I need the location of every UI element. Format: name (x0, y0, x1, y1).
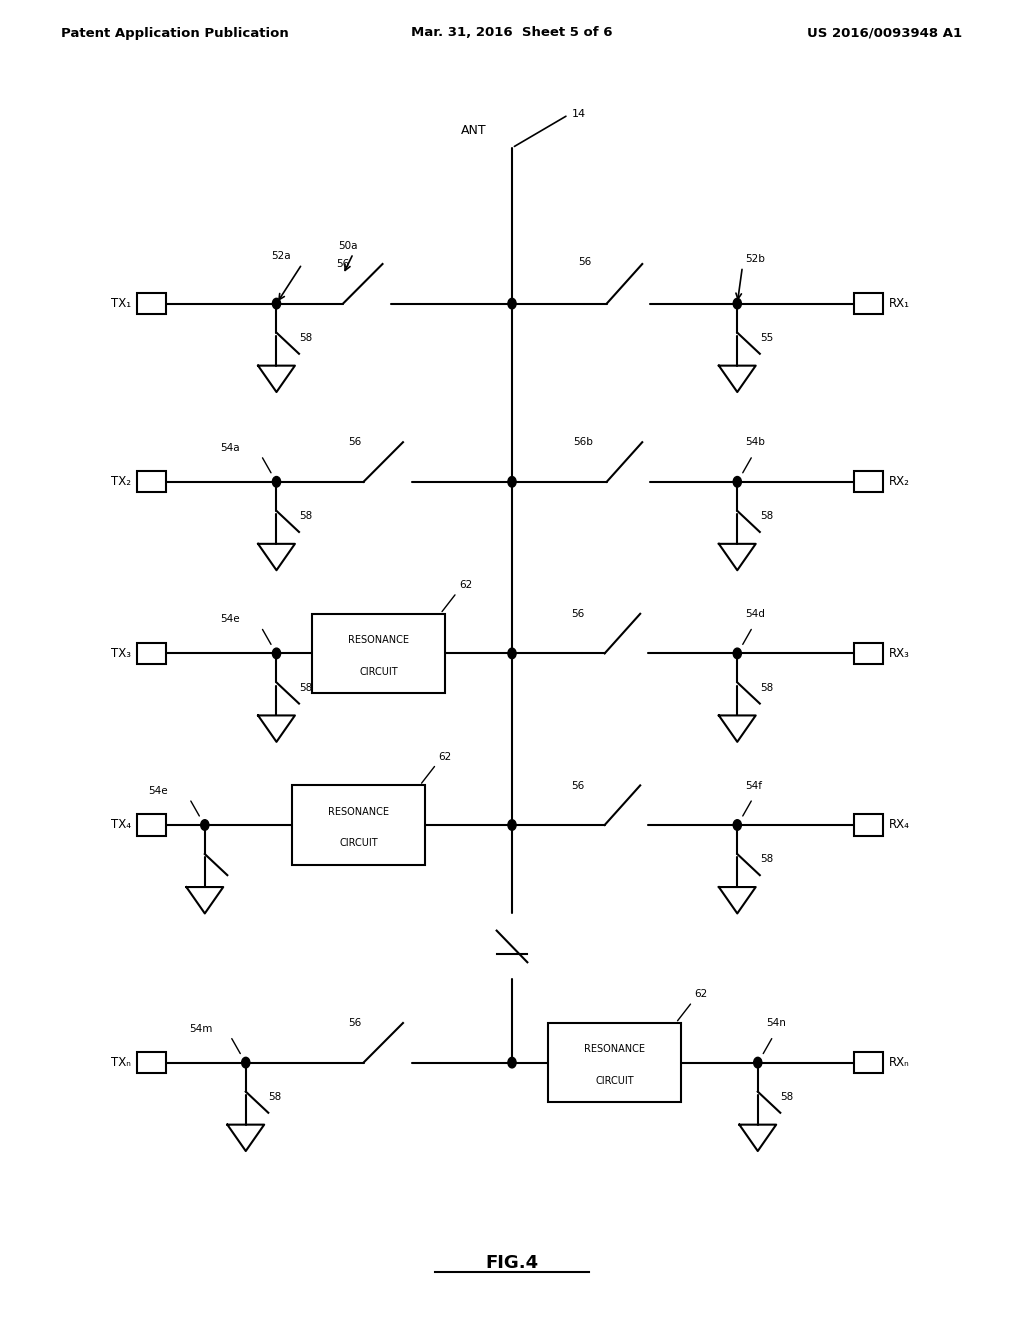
Text: TX₃: TX₃ (111, 647, 131, 660)
Circle shape (508, 477, 516, 487)
Text: 55: 55 (760, 333, 773, 343)
Text: 14: 14 (571, 108, 586, 119)
Text: 56: 56 (579, 256, 592, 267)
Text: Mar. 31, 2016  Sheet 5 of 6: Mar. 31, 2016 Sheet 5 of 6 (412, 26, 612, 40)
Text: 54e: 54e (148, 785, 168, 796)
Circle shape (508, 298, 516, 309)
Circle shape (272, 477, 281, 487)
Bar (137, 814, 166, 836)
Text: RX₃: RX₃ (889, 647, 909, 660)
Bar (854, 1052, 883, 1073)
Bar (854, 293, 883, 314)
Bar (312, 614, 445, 693)
Circle shape (508, 820, 516, 830)
Text: RX₂: RX₂ (889, 475, 909, 488)
Circle shape (733, 820, 741, 830)
Bar (137, 643, 166, 664)
Text: 56: 56 (348, 1018, 361, 1028)
Text: TX₄: TX₄ (111, 818, 131, 832)
Text: 58: 58 (780, 1092, 794, 1102)
Bar (292, 785, 425, 865)
Text: 54d: 54d (745, 609, 765, 619)
Text: 52a: 52a (271, 251, 291, 261)
Text: 54a: 54a (220, 442, 240, 453)
Bar (548, 1023, 681, 1102)
Text: CIRCUIT: CIRCUIT (359, 667, 398, 677)
Text: 62: 62 (459, 579, 472, 590)
Circle shape (733, 648, 741, 659)
Text: 62: 62 (694, 989, 708, 999)
Text: Patent Application Publication: Patent Application Publication (61, 26, 289, 40)
Text: RX₄: RX₄ (889, 818, 909, 832)
Text: 58: 58 (299, 682, 312, 693)
Text: 52b: 52b (745, 253, 765, 264)
Text: 54m: 54m (189, 1023, 213, 1034)
Text: RESONANCE: RESONANCE (348, 635, 410, 645)
Text: RXₙ: RXₙ (889, 1056, 909, 1069)
Text: RESONANCE: RESONANCE (584, 1044, 645, 1055)
Text: 54f: 54f (745, 780, 763, 791)
Circle shape (242, 1057, 250, 1068)
Text: 58: 58 (760, 682, 773, 693)
Text: ANT: ANT (461, 124, 486, 137)
Text: 56b: 56b (573, 437, 593, 447)
Text: 54n: 54n (766, 1018, 785, 1028)
Text: RESONANCE: RESONANCE (328, 807, 389, 817)
Circle shape (272, 298, 281, 309)
Bar (137, 471, 166, 492)
Circle shape (754, 1057, 762, 1068)
Text: TX₂: TX₂ (111, 475, 131, 488)
Text: RX₁: RX₁ (889, 297, 910, 310)
Text: 50a: 50a (338, 240, 357, 251)
Text: US 2016/0093948 A1: US 2016/0093948 A1 (808, 26, 963, 40)
Text: 58: 58 (268, 1092, 282, 1102)
Text: 58: 58 (299, 511, 312, 521)
Text: 54e: 54e (220, 614, 240, 624)
Text: 54b: 54b (745, 437, 765, 447)
Circle shape (201, 820, 209, 830)
Circle shape (508, 648, 516, 659)
Text: TX₁: TX₁ (111, 297, 131, 310)
Text: 62: 62 (438, 751, 452, 762)
Text: 56: 56 (571, 780, 585, 791)
Text: FIG.4: FIG.4 (485, 1254, 539, 1272)
Circle shape (272, 648, 281, 659)
Text: CIRCUIT: CIRCUIT (595, 1076, 634, 1086)
Text: 56: 56 (571, 609, 585, 619)
Text: 58: 58 (760, 854, 773, 865)
Text: 56: 56 (348, 437, 361, 447)
Text: 58: 58 (760, 511, 773, 521)
Circle shape (733, 477, 741, 487)
Text: 56: 56 (336, 259, 349, 269)
Circle shape (733, 298, 741, 309)
Bar (854, 814, 883, 836)
Bar (137, 293, 166, 314)
Bar (854, 471, 883, 492)
Circle shape (508, 1057, 516, 1068)
Bar (137, 1052, 166, 1073)
Text: CIRCUIT: CIRCUIT (339, 838, 378, 849)
Bar (854, 643, 883, 664)
Text: TXₙ: TXₙ (112, 1056, 131, 1069)
Text: 58: 58 (299, 333, 312, 343)
